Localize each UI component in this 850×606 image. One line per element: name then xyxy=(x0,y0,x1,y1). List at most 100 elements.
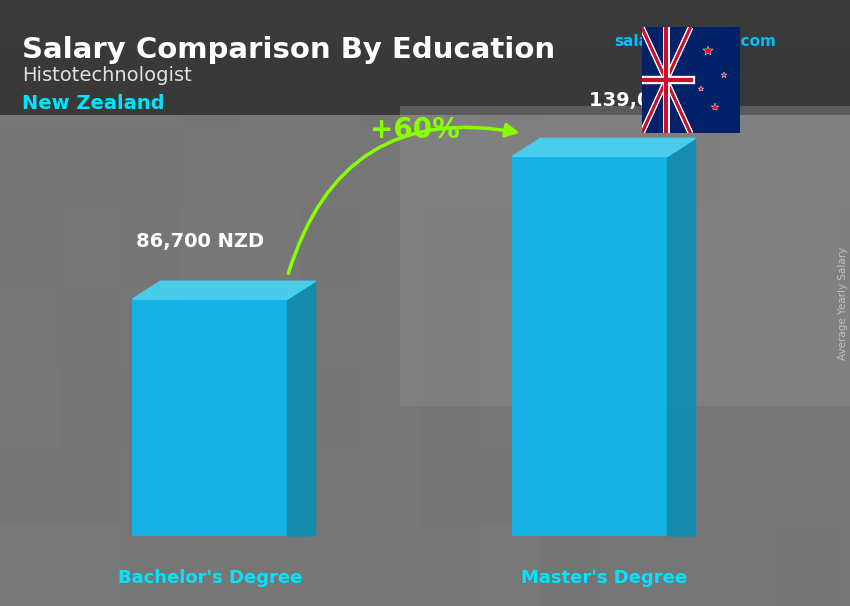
Bar xyxy=(0,446,60,526)
Bar xyxy=(300,366,360,446)
Bar xyxy=(660,206,720,286)
Bar xyxy=(0,206,60,286)
Bar xyxy=(120,126,180,206)
Text: .com: .com xyxy=(736,34,777,49)
Bar xyxy=(0,366,60,446)
Bar xyxy=(540,286,600,366)
Bar xyxy=(660,286,720,366)
Bar xyxy=(120,526,180,606)
Bar xyxy=(240,366,300,446)
Bar xyxy=(180,526,240,606)
Bar xyxy=(60,46,120,126)
Bar xyxy=(780,206,840,286)
Bar xyxy=(420,446,480,526)
Bar xyxy=(600,446,660,526)
Bar xyxy=(600,206,660,286)
Bar xyxy=(60,526,120,606)
Bar xyxy=(240,446,300,526)
Bar xyxy=(360,126,420,206)
Bar xyxy=(540,206,600,286)
Text: +60%: +60% xyxy=(370,116,460,144)
Bar xyxy=(133,299,287,536)
Polygon shape xyxy=(667,138,695,536)
Text: 139,000 NZD: 139,000 NZD xyxy=(589,91,731,110)
Bar xyxy=(300,206,360,286)
Bar xyxy=(420,126,480,206)
Bar xyxy=(0,286,60,366)
Bar xyxy=(840,366,850,446)
Bar xyxy=(480,126,540,206)
Bar xyxy=(0,115,850,606)
Bar xyxy=(660,46,720,126)
Bar xyxy=(780,366,840,446)
Bar xyxy=(780,526,840,606)
Bar xyxy=(420,206,480,286)
Text: 86,700 NZD: 86,700 NZD xyxy=(136,231,264,251)
Bar xyxy=(120,366,180,446)
Bar xyxy=(420,286,480,366)
Bar xyxy=(240,286,300,366)
Bar xyxy=(600,286,660,366)
Bar xyxy=(360,286,420,366)
Bar xyxy=(360,366,420,446)
Bar xyxy=(660,446,720,526)
Bar xyxy=(300,126,360,206)
Bar xyxy=(540,46,600,126)
Bar xyxy=(180,366,240,446)
Bar xyxy=(180,286,240,366)
Bar xyxy=(780,126,840,206)
Text: New Zealand: New Zealand xyxy=(22,94,165,113)
Bar xyxy=(120,46,180,126)
Bar xyxy=(0,526,60,606)
Text: salary: salary xyxy=(614,34,666,49)
Bar xyxy=(480,286,540,366)
Bar xyxy=(720,206,780,286)
Bar xyxy=(540,526,600,606)
Text: explorer: explorer xyxy=(665,34,737,49)
Bar xyxy=(480,526,540,606)
Bar xyxy=(720,366,780,446)
Text: Salary Comparison By Education: Salary Comparison By Education xyxy=(22,36,555,64)
Bar xyxy=(300,446,360,526)
Bar xyxy=(420,366,480,446)
Bar xyxy=(600,526,660,606)
Bar xyxy=(660,126,720,206)
Bar xyxy=(420,526,480,606)
Bar xyxy=(240,46,300,126)
Bar xyxy=(840,46,850,126)
Bar xyxy=(720,46,780,126)
Bar xyxy=(540,446,600,526)
Bar xyxy=(180,206,240,286)
Bar xyxy=(600,46,660,126)
Bar xyxy=(180,126,240,206)
Bar xyxy=(600,126,660,206)
Bar xyxy=(360,446,420,526)
Bar xyxy=(720,126,780,206)
Bar xyxy=(480,366,540,446)
Bar xyxy=(240,526,300,606)
Bar xyxy=(60,126,120,206)
Bar xyxy=(480,46,540,126)
Bar xyxy=(60,366,120,446)
Bar xyxy=(0,46,60,126)
Bar xyxy=(600,366,660,446)
Bar xyxy=(400,106,850,406)
Bar xyxy=(780,446,840,526)
Bar xyxy=(0,0,850,115)
Bar xyxy=(0,126,60,206)
Bar xyxy=(513,156,667,536)
Bar xyxy=(60,446,120,526)
Bar xyxy=(840,126,850,206)
Bar xyxy=(720,286,780,366)
Bar xyxy=(840,206,850,286)
Bar xyxy=(300,46,360,126)
Bar xyxy=(480,446,540,526)
Bar xyxy=(360,206,420,286)
Bar xyxy=(840,286,850,366)
Bar xyxy=(540,366,600,446)
Bar xyxy=(720,446,780,526)
Bar xyxy=(360,526,420,606)
Bar xyxy=(720,526,780,606)
Bar xyxy=(240,206,300,286)
Bar xyxy=(300,286,360,366)
